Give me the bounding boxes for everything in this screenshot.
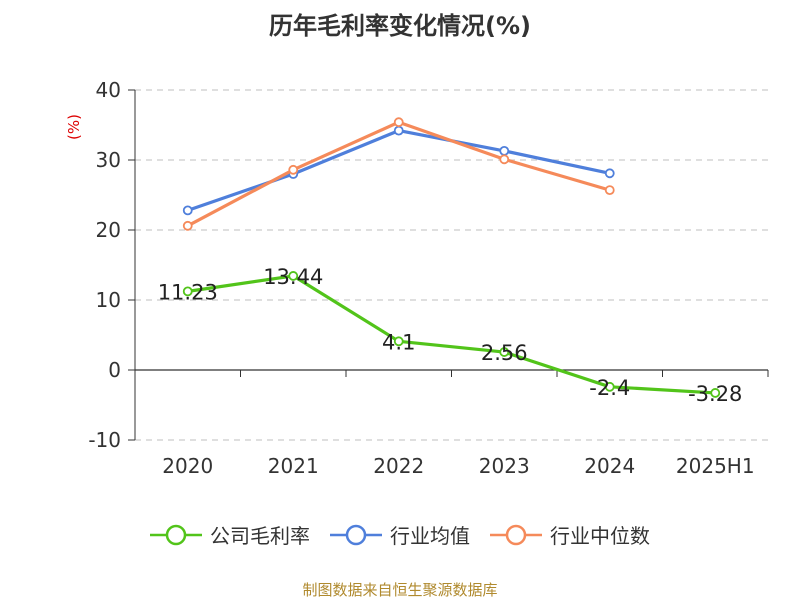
legend-marker-icon xyxy=(330,524,382,545)
chart-title: 历年毛利率变化情况(%) xyxy=(269,12,531,40)
y-tick-label: 20 xyxy=(96,218,121,242)
y-tick-label: 30 xyxy=(96,148,121,172)
legend-item[interactable]: 行业均值 xyxy=(330,520,470,549)
x-tick-label: 2022 xyxy=(373,454,424,478)
data-label: 13.44 xyxy=(263,265,323,289)
y-tick-label: 40 xyxy=(96,78,121,102)
data-point xyxy=(604,381,615,392)
legend-item[interactable]: 行业中位数 xyxy=(490,520,650,549)
data-point xyxy=(604,185,615,196)
legend-label: 公司毛利率 xyxy=(210,524,310,548)
series-line-2 xyxy=(186,120,611,228)
data-point xyxy=(182,220,193,231)
x-tick-label: 2024 xyxy=(584,454,635,478)
data-point xyxy=(393,117,404,128)
data-point xyxy=(499,347,510,357)
y-tick-label: 10 xyxy=(96,288,121,312)
x-tick-label: 2023 xyxy=(479,454,530,478)
x-tick-label: 2025H1 xyxy=(676,454,755,478)
chart-legend: 公司毛利率 行业均值 行业中位数 xyxy=(0,520,800,549)
data-point xyxy=(288,271,299,281)
data-point xyxy=(182,286,193,297)
data-point xyxy=(499,154,510,165)
legend-marker-icon xyxy=(490,524,542,545)
legend-item[interactable]: 公司毛利率 xyxy=(150,520,310,549)
data-label: 11.23 xyxy=(158,280,218,304)
data-point xyxy=(604,168,615,179)
series-line-0 xyxy=(187,274,716,395)
y-axis-label: (%) xyxy=(65,114,83,140)
data-point xyxy=(393,125,404,136)
legend-label: 行业中位数 xyxy=(550,524,650,548)
data-point xyxy=(710,388,721,398)
data-point xyxy=(182,205,193,216)
data-source-note: 制图数据来自恒生聚源数据库 xyxy=(302,581,498,599)
y-tick-label: 0 xyxy=(108,358,121,382)
legend-marker-icon xyxy=(150,524,202,545)
data-label: 2.56 xyxy=(481,341,528,365)
data-label: -3.28 xyxy=(688,382,742,406)
data-point xyxy=(499,145,510,156)
data-point xyxy=(393,336,404,347)
legend-label: 行业均值 xyxy=(390,524,470,548)
x-tick-label: 2021 xyxy=(268,454,319,478)
data-label: 4.1 xyxy=(382,330,415,354)
data-label: -2.4 xyxy=(589,376,630,400)
x-tick-label: 2020 xyxy=(162,454,213,478)
data-point xyxy=(288,164,299,175)
y-tick-label: -10 xyxy=(88,428,121,452)
